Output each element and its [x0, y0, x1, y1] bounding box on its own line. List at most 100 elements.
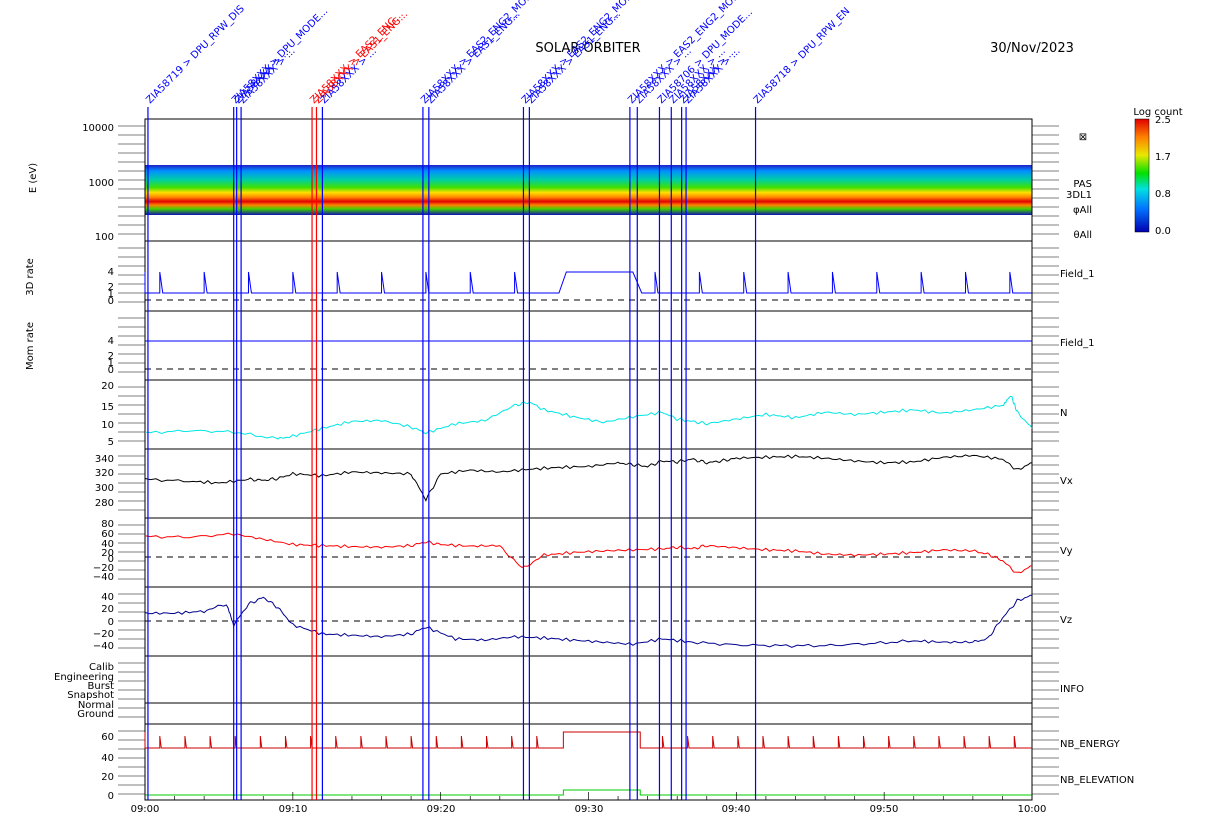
- vy-tick-80: 80: [101, 519, 114, 530]
- rate3d-tick-1: 1: [108, 289, 114, 300]
- vy-tick-neg20: −20: [93, 563, 114, 574]
- series-line-vy: [144, 532, 1033, 574]
- vx-right-label: Vx: [1060, 476, 1073, 487]
- panel-frame: [144, 517, 1033, 588]
- energy-spectrogram-panel: [118, 118, 1059, 242]
- momrate-ylabel: Mom rate: [25, 322, 36, 370]
- spectrogram-tick-100: 100: [95, 232, 114, 243]
- density-panel: [118, 379, 1059, 450]
- colorbar: [1134, 118, 1150, 233]
- panel-frame: [144, 448, 1033, 519]
- colorbar-tick-0: 2.5: [1155, 115, 1171, 126]
- vx-tick-340: 340: [95, 454, 114, 465]
- momrate-tick-4: 4: [108, 336, 114, 347]
- vx-panel: [118, 448, 1059, 519]
- vz-tick-40: 40: [101, 592, 114, 603]
- nb-elevation-line: [145, 789, 1032, 796]
- momrate-panel: [118, 310, 1059, 381]
- rate3d-line: [144, 271, 1032, 294]
- info-level-ground: Ground: [77, 709, 114, 720]
- panel-frame: [144, 655, 1033, 725]
- colorbar-label: Log count: [1133, 107, 1182, 118]
- vx-tick-280: 280: [95, 498, 114, 509]
- time-tick-0910: 09:10: [279, 804, 308, 815]
- spectrogram-tick-1000: 1000: [89, 178, 114, 189]
- nb-tick-0: 0: [108, 791, 114, 802]
- info-panel: [118, 655, 1059, 725]
- momrate-right-label: Field_1: [1060, 338, 1094, 349]
- n-tick-15: 15: [101, 402, 114, 413]
- time-tick-0940: 09:40: [722, 804, 751, 815]
- rate3d-tick-2: 2: [108, 282, 114, 293]
- time-tick-1000: 10:00: [1018, 804, 1047, 815]
- series-line-vx: [144, 454, 1033, 502]
- time-tick-0900: 09:00: [131, 804, 160, 815]
- vy-panel: [118, 517, 1059, 588]
- vz-tick-0: 0: [108, 617, 114, 628]
- momrate-tick-0: 0: [108, 365, 114, 376]
- time-tick-0920: 09:20: [427, 804, 456, 815]
- rate3d-tick-4: 4: [108, 267, 114, 278]
- event-label: ZIA58718 > DPU_RPW_EN: [752, 6, 852, 106]
- info-level-burst: Burst: [88, 681, 115, 692]
- spectrogram-right-label-phi: φAll: [1073, 205, 1092, 216]
- vy-right-label: Vy: [1060, 546, 1073, 557]
- vz-panel: [118, 586, 1059, 657]
- momrate-tick-2: 2: [108, 351, 114, 362]
- info-right-label: INFO: [1060, 684, 1084, 695]
- colorbar-tick-3: 0.0: [1155, 226, 1171, 237]
- info-level-calib: Calib: [89, 662, 114, 673]
- event-label: ZIA58XXX > ...: [237, 46, 297, 106]
- panel-frame: [144, 723, 1033, 801]
- event-label: ZIA58XXX > ...: [319, 46, 379, 106]
- spectrogram-mode-icon: ⊠: [1079, 132, 1087, 143]
- nb-energy-label: NB_ENERGY: [1060, 739, 1121, 750]
- nb-elevation-label: NB_ELEVATION: [1060, 775, 1134, 786]
- vy-tick-40: 40: [101, 539, 114, 550]
- time-tick-0930: 09:30: [575, 804, 604, 815]
- rate3d-right-label: Field_1: [1060, 269, 1094, 280]
- nb-tick-40: 40: [101, 753, 114, 764]
- event-label: ZIA58719 > DPU_RPW_DIS: [144, 4, 247, 107]
- spectrogram-band: [145, 165, 1032, 215]
- nb-tick-20: 20: [101, 772, 114, 783]
- vy-tick-0: 0: [108, 554, 114, 565]
- info-level-engineering: Engineering: [54, 672, 114, 683]
- n-right-label: N: [1060, 408, 1067, 419]
- vy-tick-neg40: −40: [93, 572, 114, 583]
- series-line-n: [144, 395, 1033, 440]
- spectrogram-right-label-theta: θAll: [1073, 230, 1092, 241]
- nb-tick-60: 60: [101, 732, 114, 743]
- n-tick-20: 20: [101, 381, 114, 392]
- vx-tick-320: 320: [95, 468, 114, 479]
- vz-tick-neg40: −40: [93, 641, 114, 652]
- time-tick-0950: 09:50: [870, 804, 899, 815]
- rate3d-ylabel: 3D rate: [25, 258, 36, 296]
- time-axis: 09:00 09:10 09:20 09:30 09:40 09:50 10:0…: [131, 792, 1047, 815]
- vy-tick-60: 60: [101, 529, 114, 540]
- info-level-normal: Normal: [78, 700, 114, 711]
- vz-tick-20: 20: [101, 604, 114, 615]
- spectrogram-right-label-pas: PAS: [1073, 179, 1092, 190]
- vx-tick-300: 300: [95, 483, 114, 494]
- n-tick-5: 5: [108, 437, 114, 448]
- event-label: ZIA58XXX > EAS1_ENG...: [425, 9, 522, 106]
- spectrogram-right-label-3dl1: 3DL1: [1066, 190, 1092, 201]
- n-tick-10: 10: [101, 420, 114, 431]
- vz-right-label: Vz: [1060, 615, 1072, 626]
- vy-tick-20: 20: [101, 548, 114, 559]
- nb-energy-line: [144, 731, 1032, 749]
- spectrogram-tick-10000: 10000: [82, 123, 114, 134]
- spectrogram-ylabel: E (eV): [28, 163, 39, 193]
- nb-panel: [118, 723, 1059, 801]
- plot-date: 30/Nov/2023: [990, 41, 1074, 56]
- event-label: ZIA58XXX > EAS1_ENG...: [526, 9, 623, 106]
- colorbar-tick-2: 0.8: [1155, 189, 1171, 200]
- rate3d-tick-0: 0: [108, 296, 114, 307]
- colorbar-tick-1: 1.7: [1155, 152, 1171, 163]
- plot-title: SOLAR ORBITER: [535, 41, 640, 56]
- info-level-snapshot: Snapshot: [67, 690, 114, 701]
- rate3d-panel: [118, 240, 1059, 312]
- momrate-tick-1: 1: [108, 358, 114, 369]
